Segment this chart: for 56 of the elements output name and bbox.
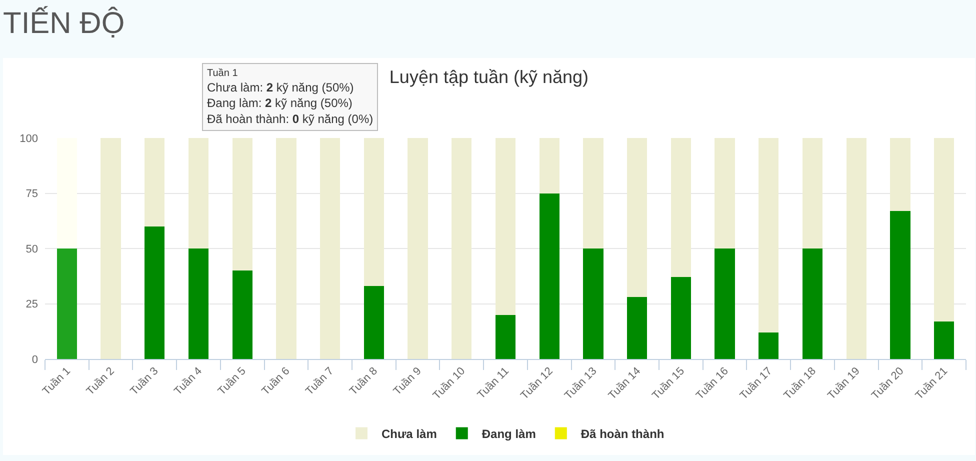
- bar: [539, 138, 560, 194]
- bar: [100, 138, 121, 359]
- bar: [188, 138, 209, 248]
- bar: [144, 226, 165, 359]
- bar: [320, 138, 340, 359]
- bar: [188, 248, 209, 359]
- x-tick-label: Tuần 7: [304, 365, 336, 398]
- chart-subtitle: Luyện tập tuần (kỹ năng): [389, 66, 589, 87]
- bar: [408, 138, 428, 359]
- y-tick-label: 50: [26, 243, 38, 256]
- bar: [232, 138, 252, 271]
- y-tick-label: 100: [20, 132, 38, 145]
- bar: [539, 193, 560, 359]
- bar: [452, 138, 472, 359]
- bar: [626, 138, 648, 298]
- bar: [583, 138, 604, 248]
- bar: [934, 321, 954, 359]
- x-tick-label: Tuần 4: [172, 365, 205, 398]
- bar: [846, 138, 866, 359]
- chart-title: TIẾN ĐỘ: [3, 6, 125, 42]
- y-tick-label: 0: [32, 354, 38, 366]
- bar: [232, 270, 252, 359]
- x-tick-label: Tuần 6: [260, 365, 292, 398]
- bar: [802, 248, 823, 359]
- bar: [714, 138, 735, 248]
- legend-label: Chưa làm: [382, 426, 437, 441]
- bar: [714, 248, 735, 359]
- x-tick-label: Tuần 2: [84, 365, 117, 398]
- bar: [802, 138, 823, 248]
- bar: [56, 138, 78, 248]
- y-tick-label: 25: [26, 298, 38, 311]
- bar: [144, 138, 165, 226]
- x-tick-label: Tuần 1: [40, 365, 73, 398]
- y-tick-label: 75: [26, 188, 38, 200]
- bar: [56, 248, 78, 359]
- bar: [583, 248, 604, 359]
- bar: [890, 138, 910, 211]
- bar: [495, 314, 516, 359]
- bar: [758, 138, 779, 332]
- bar: [364, 138, 384, 286]
- bar: [495, 138, 516, 315]
- bar: [364, 286, 384, 359]
- text: Tuần 1 Chưa làm: 2 kỹ năng (50%) Đang làm: 2 kỹ năng (50%) Đã hoàn thành: 0 kỹ năng (0%): [207, 68, 374, 126]
- bar: [626, 297, 648, 359]
- bar: [934, 138, 954, 322]
- legend-label: Đã hoàn thành: [580, 426, 664, 441]
- bar: [758, 332, 779, 359]
- x-tick-label: Tuần 9: [391, 365, 424, 398]
- x-tick-label: Tuần 3: [128, 365, 161, 398]
- legend-label: Đang làm: [482, 426, 536, 441]
- bar: [670, 138, 692, 278]
- x-tick-label: Tuần 8: [348, 365, 380, 398]
- x-tick-label: Tuần 5: [216, 365, 248, 398]
- bar: [670, 277, 692, 359]
- bar: [276, 138, 296, 359]
- bar: [890, 210, 910, 359]
